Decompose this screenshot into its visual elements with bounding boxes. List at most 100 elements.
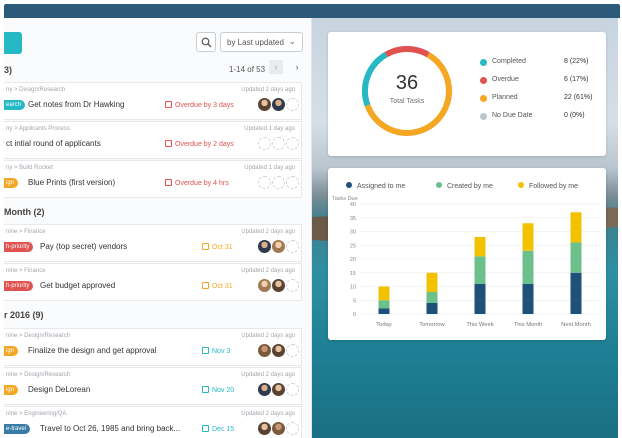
task-title[interactable]: Get notes from Dr Hawking — [28, 100, 125, 109]
task-title[interactable]: Design DeLorean — [28, 385, 91, 394]
calendar-icon — [202, 282, 209, 289]
add-assignee-avatar[interactable] — [286, 344, 299, 357]
avatar[interactable] — [258, 240, 271, 253]
task-tag[interactable]: e-travel — [4, 424, 31, 434]
task-breadcrumb: nine > Finance — [6, 229, 46, 235]
task-title[interactable]: Pay (top secret) vendors — [40, 242, 128, 251]
add-assignee-avatar[interactable] — [286, 98, 299, 111]
task-row[interactable]: ny > Applicants Process Updated 1 day ago… — [4, 121, 302, 159]
task-breadcrumb: ny > Design/Research — [6, 87, 66, 93]
task-row[interactable]: ny > Build Rocket Updated 1 day ago ign Blu… — [4, 160, 302, 198]
avatar[interactable] — [258, 422, 271, 435]
bar-segment — [474, 237, 486, 257]
task-row[interactable]: nine > Finance Updated 2 days ago h-priori… — [4, 263, 302, 301]
bar-segment — [522, 223, 534, 251]
add-assignee-avatar[interactable] — [258, 176, 271, 189]
legend-dot-icon — [346, 182, 352, 188]
task-title[interactable]: Get budget approved — [40, 281, 116, 290]
task-row[interactable]: nine > Design/Research Updated 2 days ago… — [4, 328, 302, 366]
task-updated-time: Updated 1 day ago — [244, 126, 295, 132]
add-assignee-avatar[interactable] — [272, 137, 285, 150]
group-header: Month (2) — [4, 207, 45, 217]
avatar[interactable] — [272, 383, 285, 396]
donut-segment-completed — [362, 46, 452, 136]
y-tick-label: 5 — [353, 298, 356, 304]
sort-dropdown[interactable]: by Last updated ⌄ — [220, 32, 303, 52]
chart-legend-item[interactable]: Assigned to me — [346, 182, 405, 190]
add-assignee-avatar[interactable] — [286, 176, 299, 189]
task-updated-time: Updated 1 day ago — [244, 165, 295, 171]
task-row[interactable]: nine > Finance Updated 2 days ago h-priori… — [4, 224, 302, 262]
avatar[interactable] — [272, 422, 285, 435]
search-button[interactable] — [196, 32, 216, 52]
add-task-button[interactable] — [4, 32, 22, 54]
avatar[interactable] — [258, 344, 271, 357]
bar-segment — [522, 283, 534, 314]
summary-item-value: 0 (0%) — [564, 112, 585, 119]
x-tick-label: Tomorrow — [419, 322, 445, 328]
next-page-button[interactable]: › — [295, 62, 299, 72]
add-assignee-avatar[interactable] — [286, 137, 299, 150]
y-tick-label: 0 — [353, 312, 356, 318]
add-assignee-avatar[interactable] — [286, 422, 299, 435]
summary-item-value: 22 (61%) — [564, 94, 593, 101]
add-assignee-avatar[interactable] — [286, 383, 299, 396]
task-updated-time: Updated 2 days ago — [241, 411, 295, 417]
pagination: 1-14 of 53 ‹ › — [229, 60, 299, 74]
add-assignee-avatar[interactable] — [286, 279, 299, 292]
bar-segment — [570, 272, 582, 314]
task-tag[interactable]: ign — [4, 178, 19, 188]
task-tag[interactable]: h-priority — [4, 242, 34, 252]
task-row[interactable]: ny > Design/Research Updated 2 days ago ea… — [4, 82, 302, 120]
add-assignee-avatar[interactable] — [272, 176, 285, 189]
search-icon — [201, 37, 212, 48]
task-due-text: Overdue by 2 days — [175, 141, 234, 148]
task-row[interactable]: nine > Design/Research Updated 2 days ago… — [4, 367, 302, 405]
add-assignee-avatar[interactable] — [258, 137, 271, 150]
task-title[interactable]: Blue Prints (first version) — [28, 178, 116, 187]
bar-segment — [378, 308, 390, 314]
task-row[interactable]: nine > Engineering/QA Updated 2 days ago e… — [4, 406, 302, 438]
task-due-text: Overdue by 4 hrs — [175, 180, 229, 187]
chart-legend-label: Assigned to me — [357, 183, 406, 190]
x-tick-label: This Week — [466, 322, 493, 328]
bar-segment — [570, 212, 582, 243]
prev-page-button[interactable]: ‹ — [269, 60, 283, 74]
avatar[interactable] — [258, 98, 271, 111]
task-tag[interactable]: ign — [4, 385, 19, 395]
summary-item-value: 6 (17%) — [564, 76, 589, 83]
avatar[interactable] — [258, 383, 271, 396]
task-tag[interactable]: earch — [4, 100, 26, 110]
x-tick-label: Next Month — [561, 322, 591, 328]
bar-segment — [426, 303, 438, 314]
avatar[interactable] — [272, 98, 285, 111]
summary-item-label: Completed — [492, 58, 526, 65]
task-due-date: Dec 15 — [202, 425, 234, 433]
chart-legend-item[interactable]: Followed by me — [518, 182, 578, 190]
summary-item-value: 8 (22%) — [564, 58, 589, 65]
tasks-due-chart-card: Assigned to me Created by me Followed by m… — [328, 168, 606, 340]
y-tick-label: 35 — [350, 216, 356, 222]
avatar[interactable] — [272, 240, 285, 253]
summary-item-label: Overdue — [492, 76, 519, 83]
task-breadcrumb: nine > Engineering/QA — [6, 411, 67, 417]
avatar[interactable] — [272, 344, 285, 357]
task-tag[interactable]: ign — [4, 346, 19, 356]
task-assignees — [258, 383, 300, 397]
task-due-date: Nov 20 — [202, 386, 234, 394]
avatar[interactable] — [272, 279, 285, 292]
legend-dot-icon — [436, 182, 442, 188]
chart-legend-item[interactable]: Created by me — [436, 182, 493, 190]
dashboard-panel: 36 Total Tasks Completed 8 (22%) Overdue 6 … — [312, 18, 618, 438]
x-tick-label: Today — [376, 322, 392, 328]
y-tick-label: 15 — [350, 271, 356, 277]
calendar-icon — [165, 101, 172, 108]
task-title[interactable]: Travel to Oct 26, 1985 and bring back... — [40, 424, 181, 433]
avatar[interactable] — [258, 279, 271, 292]
chevron-down-icon: ⌄ — [288, 36, 296, 46]
task-title[interactable]: ct intial round of applicants — [6, 139, 101, 148]
task-title[interactable]: Finalize the design and get approval — [28, 346, 157, 355]
task-breadcrumb: nine > Design/Research — [6, 372, 71, 378]
add-assignee-avatar[interactable] — [286, 240, 299, 253]
task-tag[interactable]: h-priority — [4, 281, 34, 291]
